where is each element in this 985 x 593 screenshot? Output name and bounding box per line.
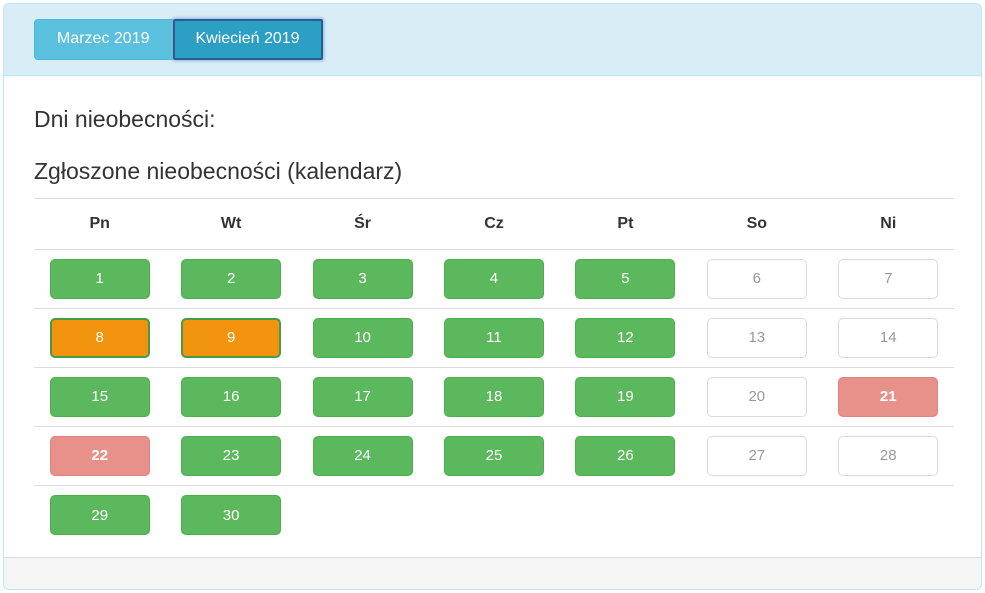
calendar-cell: 22 (34, 426, 166, 486)
calendar-cell: 17 (296, 367, 429, 427)
calendar-cell: 12 (559, 308, 692, 368)
weekday-header-śr: Śr (296, 198, 429, 250)
weekday-header-cz: Cz (428, 198, 560, 250)
panel-footer (4, 557, 981, 589)
panel-header: Marzec 2019 Kwiecień 2019 (4, 4, 981, 76)
panel-body: Dni nieobecności: Zgłoszone nieobecności… (4, 76, 981, 557)
absence-panel: Marzec 2019 Kwiecień 2019 Dni nieobecnoś… (3, 3, 982, 590)
calendar-cell: 27 (691, 426, 823, 486)
calendar-empty-cell (428, 485, 559, 544)
calendar-day-4[interactable]: 4 (443, 258, 544, 299)
calendar-empty-cell (560, 485, 691, 544)
calendar-day-7[interactable]: 7 (838, 258, 939, 299)
calendar-day-22[interactable]: 22 (49, 435, 150, 476)
calendar-subtitle: Zgłoszone nieobecności (kalendarz) (34, 157, 403, 184)
calendar-cell: 10 (296, 308, 429, 368)
calendar-day-23[interactable]: 23 (181, 435, 282, 476)
calendar-cell: 4 (428, 249, 560, 309)
calendar-day-30[interactable]: 30 (181, 495, 282, 536)
weekday-header-so: So (691, 198, 823, 250)
calendar-day-12[interactable]: 12 (575, 317, 676, 358)
tab-kwiecien-2019[interactable]: Kwiecień 2019 (172, 19, 323, 60)
calendar-day-19[interactable]: 19 (575, 376, 676, 417)
calendar-week-row: 8 9 10 11 12 13 14 (34, 308, 954, 368)
calendar-cell: 30 (165, 485, 296, 544)
calendar-cell: 8 (34, 308, 166, 368)
calendar-day-5[interactable]: 5 (575, 258, 676, 299)
calendar-day-18[interactable]: 18 (443, 376, 544, 417)
calendar-week-row: 15 16 17 18 19 20 21 (34, 367, 954, 427)
calendar-day-1[interactable]: 1 (49, 258, 150, 299)
calendar-day-9[interactable]: 9 (181, 317, 282, 358)
page-title: Dni nieobecności: (34, 105, 216, 132)
calendar-cell: 21 (822, 367, 954, 427)
calendar-day-28[interactable]: 28 (838, 435, 939, 476)
calendar-cell: 14 (822, 308, 954, 368)
calendar-cell: 20 (691, 367, 823, 427)
calendar-cell: 13 (691, 308, 823, 368)
calendar-cell: 15 (34, 367, 166, 427)
calendar-day-11[interactable]: 11 (443, 317, 544, 358)
calendar-day-6[interactable]: 6 (706, 258, 807, 299)
weekday-header-wt: Wt (165, 198, 297, 250)
calendar-cell: 7 (822, 249, 954, 309)
calendar-cell: 24 (296, 426, 429, 486)
calendar-day-21[interactable]: 21 (838, 376, 939, 417)
calendar-day-2[interactable]: 2 (181, 258, 282, 299)
calendar-day-16[interactable]: 16 (181, 376, 282, 417)
weekday-header-pn: Pn (34, 198, 166, 250)
calendar-day-13[interactable]: 13 (706, 317, 807, 358)
calendar-day-24[interactable]: 24 (312, 435, 413, 476)
calendar-empty-cell (823, 485, 954, 544)
calendar-day-29[interactable]: 29 (49, 495, 150, 536)
calendar-day-15[interactable]: 15 (49, 376, 150, 417)
calendar-cell: 9 (165, 308, 297, 368)
calendar-day-14[interactable]: 14 (838, 317, 939, 358)
calendar-day-3[interactable]: 3 (312, 258, 413, 299)
weekday-header-ni: Ni (822, 198, 954, 250)
calendar-cell: 18 (428, 367, 560, 427)
calendar-cell: 3 (296, 249, 429, 309)
calendar-day-17[interactable]: 17 (312, 376, 413, 417)
calendar-cell: 6 (691, 249, 823, 309)
calendar-cell: 2 (165, 249, 297, 309)
calendar-day-26[interactable]: 26 (575, 435, 676, 476)
calendar-cell: 16 (165, 367, 297, 427)
calendar-empty-cell (691, 485, 822, 544)
calendar-empty-cell (297, 485, 428, 544)
tab-marzec-2019[interactable]: Marzec 2019 (34, 19, 173, 60)
calendar-day-27[interactable]: 27 (706, 435, 807, 476)
calendar-cell: 19 (559, 367, 692, 427)
calendar-cell: 26 (559, 426, 692, 486)
weekday-header-row: Pn Wt Śr Cz Pt So Ni (34, 198, 954, 250)
calendar-day-10[interactable]: 10 (312, 317, 413, 358)
calendar-day-8[interactable]: 8 (49, 317, 150, 358)
calendar-day-20[interactable]: 20 (706, 376, 807, 417)
calendar-cell: 5 (559, 249, 692, 309)
calendar-cell: 29 (34, 485, 165, 544)
calendar-cell: 11 (428, 308, 560, 368)
calendar-cell: 25 (428, 426, 560, 486)
calendar-cell: 1 (34, 249, 166, 309)
weekday-header-pt: Pt (559, 198, 692, 250)
calendar-week-row: 29 30 (34, 485, 954, 544)
absence-calendar: Pn Wt Śr Cz Pt So Ni 1 2 3 4 5 6 7 8 9 10 11 12 13 14 15 16 17… (34, 197, 954, 545)
calendar-day-25[interactable]: 25 (443, 435, 544, 476)
month-tabs: Marzec 2019 Kwiecień 2019 (34, 19, 323, 60)
calendar-week-row: 22 23 24 25 26 27 28 (34, 426, 954, 486)
calendar-cell: 28 (822, 426, 954, 486)
calendar-cell: 23 (165, 426, 297, 486)
